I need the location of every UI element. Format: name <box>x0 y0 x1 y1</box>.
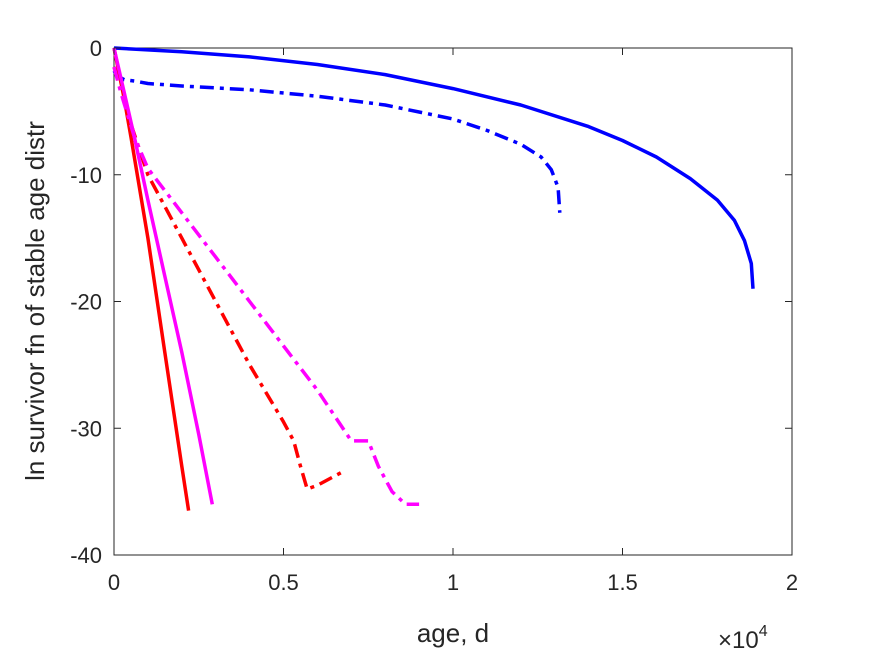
x-tick-label: 0.5 <box>268 570 299 595</box>
series-line-2 <box>112 69 562 213</box>
y-tick-label: -30 <box>70 416 102 441</box>
x-tick-label: 1.5 <box>607 570 638 595</box>
x-tick-label: 1 <box>447 570 459 595</box>
x-axis-exponent-power: 4 <box>759 623 768 640</box>
x-axis-exponent: ×104 <box>718 623 768 654</box>
x-tick-label: 0 <box>108 570 120 595</box>
series-layer <box>112 46 755 511</box>
x-axis-exponent-base: ×10 <box>718 627 759 654</box>
x-axis-label: age, d <box>417 618 489 648</box>
ticks-layer: 0 0.5 1 1.5 2 0 -10 -20 -30 -40 <box>70 36 798 595</box>
y-tick-label: 0 <box>90 36 102 61</box>
plot-area <box>113 47 793 556</box>
series-line-5 <box>112 47 215 505</box>
series-line-1 <box>113 46 755 289</box>
x-tick-label: 2 <box>786 570 798 595</box>
y-tick-label: -10 <box>70 163 102 188</box>
y-axis-label: ln survivor fn of stable age distr <box>20 121 50 481</box>
y-tick-label: -20 <box>70 290 102 315</box>
y-tick-label: -40 <box>70 543 102 568</box>
